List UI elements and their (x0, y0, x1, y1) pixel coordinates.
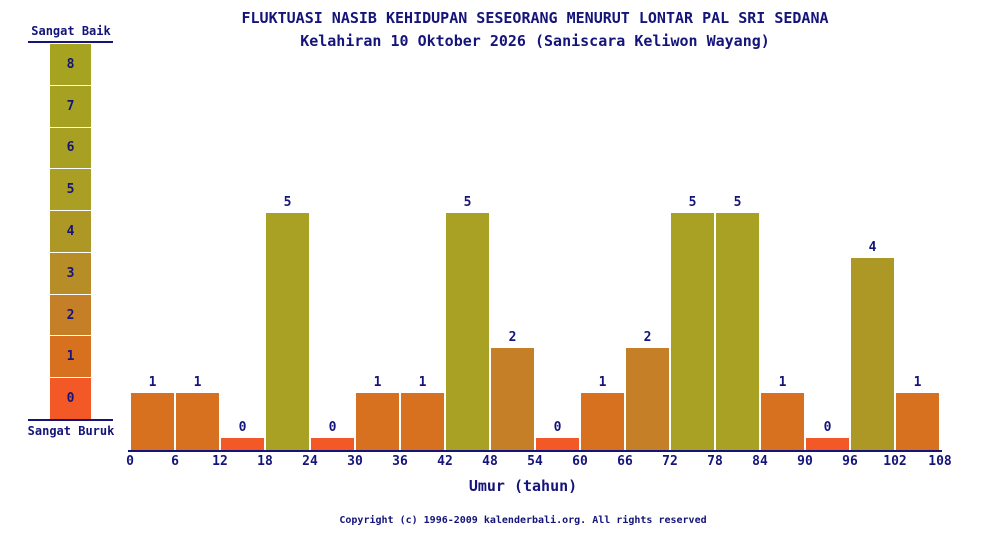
x-tick-108: 108 (928, 454, 952, 469)
legend-cell-value: 2 (66, 307, 75, 323)
x-tick-90: 90 (797, 454, 813, 469)
bar-value-label-60-66: 1 (598, 375, 607, 390)
bar-age-30-36 (355, 393, 400, 450)
bar-value-label-24-30: 0 (328, 420, 337, 435)
bar-value-label-36-42: 1 (418, 375, 427, 390)
bar-value-label-0-6: 1 (148, 375, 157, 390)
legend-cell-value: 5 (66, 182, 75, 198)
bar-age-90-96 (805, 438, 850, 450)
legend-bottom-label: Sangat Buruk (27, 424, 115, 438)
legend-top-label: Sangat Baik (31, 24, 111, 38)
x-tick-42: 42 (437, 454, 453, 469)
x-tick-36: 36 (392, 454, 408, 469)
x-tick-18: 18 (257, 454, 273, 469)
legend-cell-0: 0 (50, 377, 91, 420)
bar-value-label-48-54: 2 (508, 330, 517, 345)
bar-age-96-102 (850, 258, 895, 450)
bar-age-66-72 (625, 348, 670, 450)
bar-value-label-96-102: 4 (868, 240, 877, 255)
x-tick-0: 0 (126, 454, 134, 469)
x-tick-72: 72 (662, 454, 678, 469)
x-tick-54: 54 (527, 454, 543, 469)
bar-value-label-102-108: 1 (913, 375, 922, 390)
x-tick-12: 12 (212, 454, 228, 469)
x-tick-6: 6 (171, 454, 179, 469)
bar-age-60-66 (580, 393, 625, 450)
bar-value-label-12-18: 0 (238, 420, 247, 435)
legend-cell-4: 4 (50, 210, 91, 252)
bar-value-label-78-84: 5 (733, 195, 742, 210)
bar-value-label-90-96: 0 (823, 420, 832, 435)
bar-value-label-66-72: 2 (643, 330, 652, 345)
legend-cell-8: 8 (50, 44, 91, 85)
legend-cell-5: 5 (50, 168, 91, 211)
copyright-notice: Copyright (c) 1996-2009 kalenderbali.org… (339, 515, 707, 526)
legend-cell-6: 6 (50, 126, 91, 169)
x-axis-line (128, 450, 942, 452)
bar-age-0-6 (130, 393, 175, 450)
x-tick-84: 84 (752, 454, 768, 469)
legend-cell-2: 2 (50, 293, 91, 336)
bar-value-label-18-24: 5 (283, 195, 292, 210)
legend-cell-value: 0 (66, 391, 75, 407)
legend-bottom-rule (28, 419, 113, 421)
legend-cell-value: 7 (66, 98, 75, 114)
x-axis-label: Umur (tahun) (468, 477, 578, 495)
bar-value-label-72-78: 5 (688, 195, 697, 210)
x-tick-66: 66 (617, 454, 633, 469)
bar-value-label-30-36: 1 (373, 375, 382, 390)
chart-title: FLUKTUASI NASIB KEHIDUPAN SESEORANG MENU… (241, 9, 829, 27)
x-tick-60: 60 (572, 454, 588, 469)
bar-value-label-54-60: 0 (553, 420, 562, 435)
bar-age-24-30 (310, 438, 355, 450)
legend-cell-value: 6 (66, 140, 75, 156)
bar-age-36-42 (400, 393, 445, 450)
bar-age-72-78 (670, 213, 715, 450)
bar-age-78-84 (715, 213, 760, 450)
x-tick-30: 30 (347, 454, 363, 469)
x-tick-102: 102 (883, 454, 907, 469)
bar-age-6-12 (175, 393, 220, 450)
bar-age-48-54 (490, 348, 535, 450)
bar-age-42-48 (445, 213, 490, 450)
bar-age-18-24 (265, 213, 310, 450)
x-tick-78: 78 (707, 454, 723, 469)
x-axis-ticks: 0 6 12 18 24 30 36 42 48 54 60 66 72 78 84 90 96 102 108 (126, 454, 952, 471)
legend-cell-value: 3 (66, 265, 75, 281)
legend-cell-7: 7 (50, 84, 91, 127)
x-tick-24: 24 (302, 454, 318, 469)
legend-cell-value: 1 (66, 349, 75, 365)
chart-subtitle: Kelahiran 10 Oktober 2026 (Saniscara Kel… (300, 32, 770, 50)
bar-age-102-108 (895, 393, 940, 450)
legend-cell-1: 1 (50, 335, 91, 378)
legend-cell-value: 8 (66, 56, 75, 72)
bar-age-54-60 (535, 438, 580, 450)
legend-cell-3: 3 (50, 251, 91, 294)
bar-value-label-42-48: 5 (463, 195, 472, 210)
bar-age-12-18 (220, 438, 265, 450)
legend-cell-value: 4 (66, 224, 75, 240)
x-tick-48: 48 (482, 454, 498, 469)
legend-top-rule (28, 41, 113, 43)
legend-color-scale: 8 7 6 5 4 3 2 1 0 (50, 44, 91, 420)
bar-age-84-90 (760, 393, 805, 450)
bar-value-label-84-90: 1 (778, 375, 787, 390)
x-tick-96: 96 (842, 454, 858, 469)
bar-value-label-6-12: 1 (193, 375, 202, 390)
chart-header: FLUKTUASI NASIB KEHIDUPAN SESEORANG MENU… (130, 9, 940, 50)
